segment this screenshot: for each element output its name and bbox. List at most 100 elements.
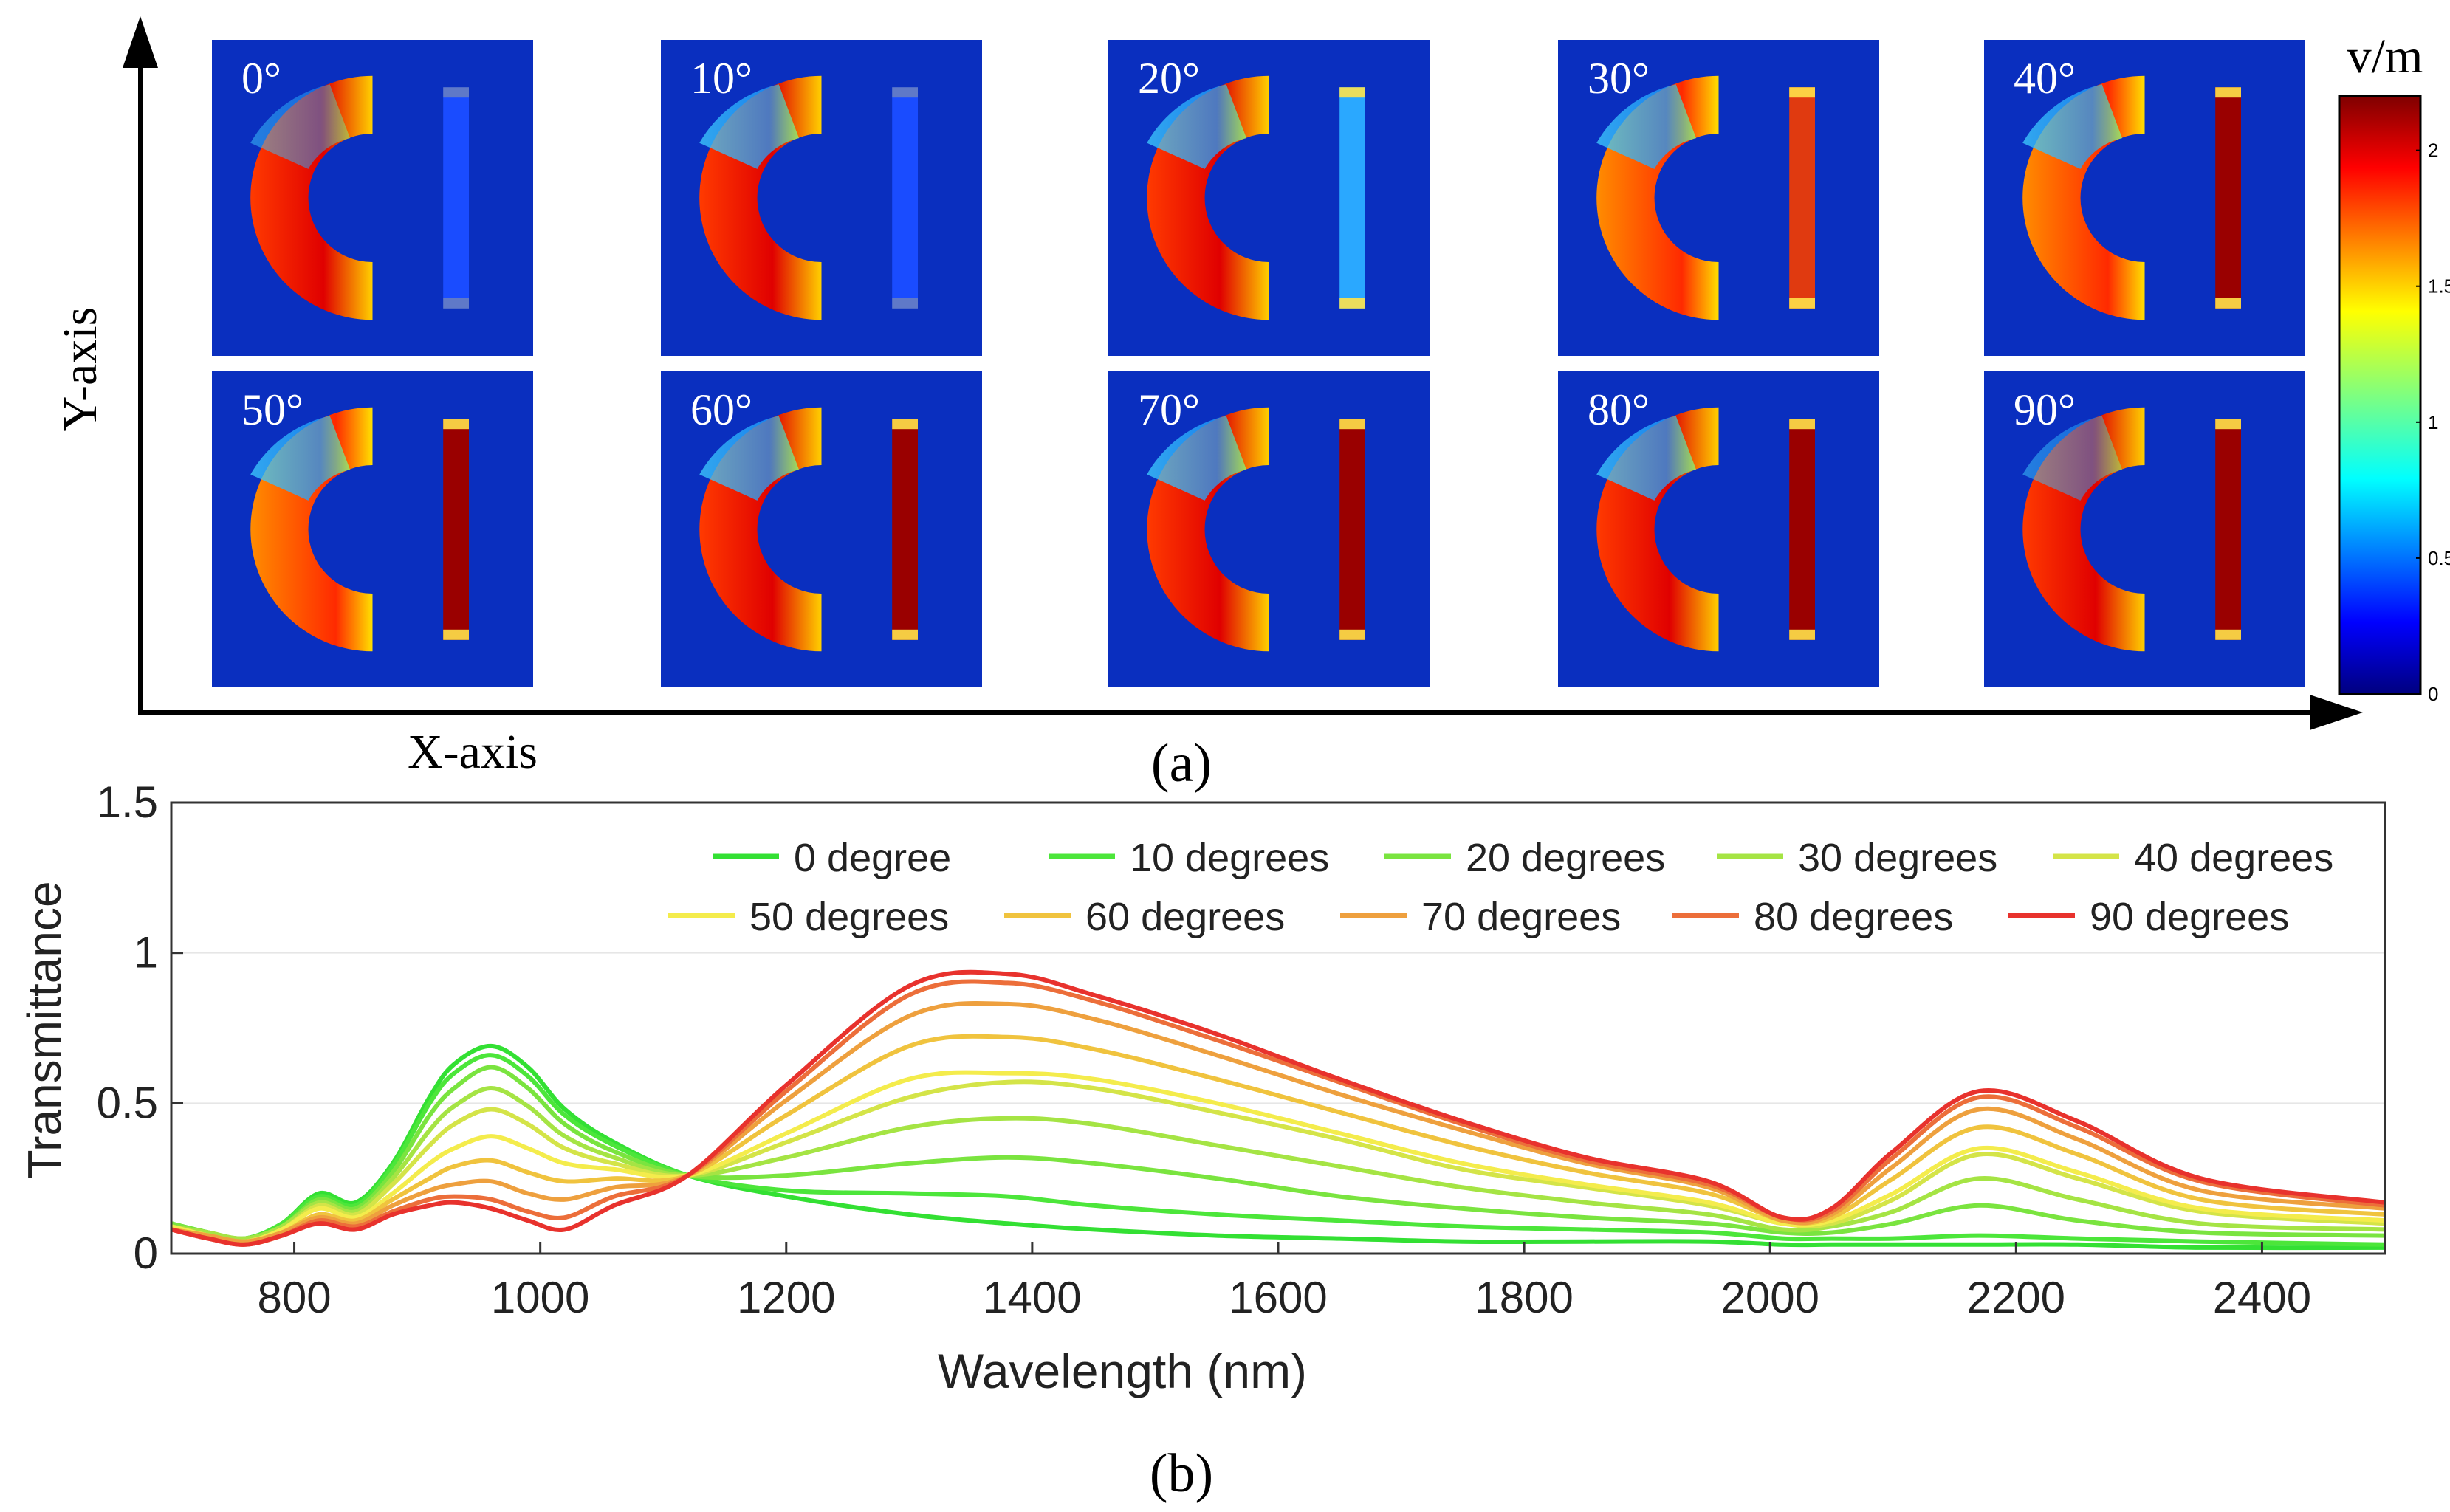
bar-resonator-tip xyxy=(892,419,918,430)
bar-resonator-tip xyxy=(1339,87,1365,98)
legend-item: 80 degrees xyxy=(1672,895,1953,939)
field-map-1: 10° xyxy=(661,40,982,356)
y-tick-label: 1 xyxy=(134,928,158,977)
c-resonator-cool-lobe xyxy=(1596,84,1697,169)
legend-label: 60 degrees xyxy=(1085,895,1285,939)
field-map-8: 80° xyxy=(1558,371,1879,687)
colorbar-tick-label: 0.5 xyxy=(2428,547,2450,569)
bar-resonator xyxy=(1339,87,1365,309)
angle-label: 30° xyxy=(1588,54,1650,103)
field-map-6: 60° xyxy=(661,371,982,687)
bar-resonator xyxy=(443,87,469,309)
panel-b: 800 1000 1200 1400 1600 1800 2000 2200 2400 0 0.5… xyxy=(18,777,2386,1504)
legend-label: 50 degrees xyxy=(749,895,949,939)
series-line-4 xyxy=(171,1079,2386,1244)
series-line-8 xyxy=(171,979,2386,1247)
legend-label: 80 degrees xyxy=(1754,895,1953,939)
c-resonator-cool-lobe xyxy=(2022,84,2123,169)
angle-label: 70° xyxy=(1138,385,1200,434)
x-tick-label: 1200 xyxy=(737,1273,835,1322)
bar-resonator xyxy=(443,419,469,640)
legend-item: 40 degrees xyxy=(2053,836,2333,880)
legend-item: 30 degrees xyxy=(1717,836,1997,880)
field-map-grid: 0° 10° 20° 30° 40° 50° 60° 70° 80° 90° xyxy=(212,40,2305,687)
x-tick-label: 1400 xyxy=(983,1273,1081,1322)
legend-label: 90 degrees xyxy=(2090,895,2289,939)
bar-resonator xyxy=(1789,419,1815,640)
bar-resonator-tip xyxy=(1789,298,1815,309)
bar-resonator-tip xyxy=(1339,419,1365,430)
colorbar-tick-label: 1.5 xyxy=(2428,275,2450,298)
c-resonator-cool-lobe xyxy=(699,416,800,501)
x-tick-label: 1800 xyxy=(1475,1273,1573,1322)
colorbar: v/m 0 0.5 1 1.5 2 xyxy=(2338,30,2450,705)
field-map-4: 40° xyxy=(1984,40,2305,356)
angle-label: 10° xyxy=(690,54,752,103)
bar-resonator xyxy=(1339,419,1365,640)
x-axis-title: Wavelength (nm) xyxy=(938,1344,1307,1398)
bar-resonator xyxy=(892,87,918,309)
bar-resonator-tip xyxy=(443,419,469,430)
bar-resonator xyxy=(892,419,918,640)
colorbar-tick-label: 2 xyxy=(2428,140,2438,162)
bar-resonator-tip xyxy=(2215,87,2241,98)
x-tick-label: 1000 xyxy=(491,1273,589,1322)
colorbar-gradient xyxy=(2338,94,2422,695)
field-map-3: 30° xyxy=(1558,40,1879,356)
x-tick-label: 800 xyxy=(258,1273,332,1322)
c-resonator-cool-lobe xyxy=(2022,416,2123,501)
angle-label: 60° xyxy=(690,385,752,434)
bar-resonator-tip xyxy=(892,298,918,309)
c-resonator-cool-lobe xyxy=(250,416,351,501)
series-line-1 xyxy=(171,1053,2386,1247)
series-line-5 xyxy=(171,1070,2386,1244)
y-tick-label: 0.5 xyxy=(97,1078,158,1127)
legend-item: 0 degree xyxy=(713,836,951,880)
x-tick-label: 2400 xyxy=(2213,1273,2311,1322)
y-axis-title: Transmittance xyxy=(18,881,71,1178)
series-line-7 xyxy=(171,1000,2386,1244)
colorbar-tick-label: 0 xyxy=(2428,683,2438,705)
legend-item: 10 degrees xyxy=(1049,836,1329,880)
angle-label: 80° xyxy=(1588,385,1650,434)
angle-label: 20° xyxy=(1138,54,1200,103)
angle-label: 0° xyxy=(241,54,281,103)
bar-resonator-tip xyxy=(2215,419,2241,430)
bar-resonator-tip xyxy=(892,87,918,98)
field-map-7: 70° xyxy=(1108,371,1430,687)
series-line-6 xyxy=(171,1034,2386,1244)
c-resonator-cool-lobe xyxy=(250,84,351,169)
y-tick-label: 1.5 xyxy=(97,777,158,827)
legend-label: 30 degrees xyxy=(1798,836,1997,880)
bar-resonator-tip xyxy=(1339,629,1365,640)
bar-resonator xyxy=(1789,87,1815,309)
x-axis-arrow-icon xyxy=(2310,695,2363,730)
bar-resonator xyxy=(2215,419,2241,640)
panel-b-caption: (b) xyxy=(1150,1443,1213,1504)
legend-item: 60 degrees xyxy=(1004,895,1285,939)
field-map-2: 20° xyxy=(1108,40,1430,356)
series-line-9 xyxy=(171,969,2386,1247)
x-tick-label: 1600 xyxy=(1229,1273,1327,1322)
field-map-5: 50° xyxy=(212,371,533,687)
bar-resonator-tip xyxy=(2215,629,2241,640)
bar-resonator-tip xyxy=(1789,419,1815,430)
legend-label: 40 degrees xyxy=(2134,836,2333,880)
legend-label: 70 degrees xyxy=(1421,895,1621,939)
x-tick-label: 2000 xyxy=(1720,1273,1819,1322)
y-axis-label: Y-axis xyxy=(53,307,107,432)
legend-label: 10 degrees xyxy=(1130,836,1329,880)
y-tick-label: 0 xyxy=(134,1228,158,1278)
series-line-3 xyxy=(171,1086,2386,1241)
legend-item: 20 degrees xyxy=(1384,836,1665,880)
legend: 0 degree 10 degrees 20 degrees 30 degrees 40… xyxy=(668,836,2333,939)
bar-resonator-tip xyxy=(892,629,918,640)
bar-resonator xyxy=(2215,87,2241,309)
angle-label: 50° xyxy=(241,385,303,434)
bar-resonator-tip xyxy=(1789,629,1815,640)
legend-label: 0 degree xyxy=(794,836,951,880)
colorbar-tick-label: 1 xyxy=(2428,411,2438,433)
c-resonator-cool-lobe xyxy=(1596,416,1697,501)
bar-resonator-tip xyxy=(1789,87,1815,98)
